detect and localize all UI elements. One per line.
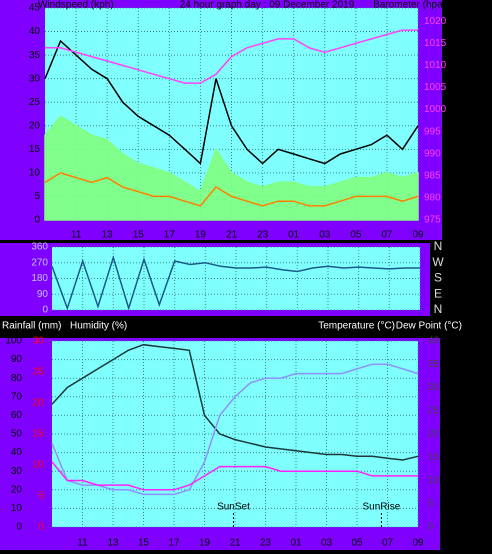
- y2-tick-label: 40: [428, 336, 440, 347]
- x-tick-label: 03: [319, 230, 331, 241]
- series-line: [44, 39, 419, 165]
- x-tick-label: 05: [350, 230, 362, 241]
- y2-tick-label: 5: [428, 498, 434, 509]
- y-tick-label: 0: [16, 522, 22, 533]
- series-line: [44, 172, 419, 207]
- y3-tick-label: 10: [33, 460, 45, 471]
- y2-tick-label: 995: [424, 126, 441, 137]
- y-tick-label: 50: [11, 429, 23, 440]
- y2-tick-label: 15: [428, 452, 440, 463]
- x-tick-label: 19: [195, 230, 207, 241]
- y2-tick-label: N: [434, 239, 443, 253]
- series-line: [51, 363, 419, 496]
- y2-tick-label: 985: [424, 170, 441, 181]
- x-tick-label: 15: [133, 230, 145, 241]
- y2-tick-label: 0: [428, 522, 434, 533]
- axis-label: Humidity (%): [70, 321, 127, 332]
- y2-tick-label: 1015: [424, 38, 447, 49]
- y2-tick-label: 990: [424, 148, 441, 159]
- y3-tick-label: 30: [33, 336, 45, 347]
- x-tick-label: 11: [71, 230, 82, 241]
- y2-tick-label: 1005: [424, 82, 447, 93]
- y-tick-label: 60: [11, 410, 23, 421]
- series-area: [44, 115, 419, 221]
- y3-tick-label: 15: [33, 429, 45, 440]
- x-tick-label: 21: [226, 230, 238, 241]
- y-tick-label: 10: [29, 168, 41, 179]
- annotation: SunSet: [217, 502, 250, 513]
- x-tick-label: 03: [321, 538, 333, 549]
- y2-tick-label: E: [434, 286, 442, 300]
- x-tick-label: 15: [138, 538, 150, 549]
- y-tick-label: 100: [5, 336, 22, 347]
- y2-axis-label: Barometer (hpa): [373, 0, 446, 11]
- axis-label: Rainfall (mm): [2, 321, 61, 332]
- y3-tick-label: 25: [33, 367, 45, 378]
- x-tick-label: 19: [199, 538, 211, 549]
- y-tick-label: 70: [11, 391, 23, 402]
- y-tick-label: 25: [29, 97, 41, 108]
- y2-tick-label: 30: [428, 382, 440, 393]
- y-axis-label: Windspeed (kph): [38, 0, 114, 11]
- y-tick-label: 180: [31, 273, 48, 284]
- y-tick-label: 40: [29, 26, 41, 37]
- series-line: [51, 343, 419, 461]
- y-tick-label: 35: [29, 50, 41, 61]
- x-tick-label: 11: [77, 538, 88, 549]
- x-tick-label: 07: [381, 230, 393, 241]
- y-tick-label: 30: [11, 466, 23, 477]
- y3-tick-label: 20: [33, 398, 45, 409]
- x-tick-label: 23: [260, 538, 272, 549]
- y2-tick-label: 25: [428, 405, 440, 416]
- series-line: [51, 254, 420, 311]
- x-tick-label: 01: [288, 230, 300, 241]
- y-tick-label: 5: [34, 191, 40, 202]
- y-tick-label: 20: [29, 120, 41, 131]
- y-tick-label: 40: [11, 447, 23, 458]
- y2-tick-label: W: [432, 255, 444, 269]
- y2-tick-label: N: [434, 302, 443, 316]
- annotation: SunRise: [362, 502, 400, 513]
- y2-tick-label: 1000: [424, 104, 447, 115]
- y-tick-label: 0: [42, 305, 48, 316]
- x-tick-label: 07: [382, 538, 394, 549]
- y-tick-label: 45: [29, 3, 41, 14]
- y2-tick-label: 1020: [424, 16, 447, 27]
- axis-label: Dew Point (°C): [396, 321, 462, 332]
- y2-tick-label: S: [434, 271, 442, 285]
- y3-tick-label: 5: [38, 491, 44, 502]
- series-line: [51, 461, 418, 491]
- y2-tick-label: 10: [428, 475, 440, 486]
- y2-tick-label: 20: [428, 429, 440, 440]
- x-tick-label: 17: [164, 230, 176, 241]
- x-tick-label: 21: [229, 538, 241, 549]
- y2-tick-label: 980: [424, 193, 441, 204]
- y-tick-label: 0: [34, 215, 40, 226]
- y-tick-label: 10: [11, 503, 23, 514]
- y-tick-label: 360: [31, 242, 48, 253]
- y-tick-label: 15: [29, 144, 41, 155]
- y-tick-label: 80: [11, 373, 23, 384]
- y-tick-label: 30: [29, 73, 41, 84]
- x-tick-label: 23: [257, 230, 269, 241]
- x-tick-label: 13: [107, 538, 119, 549]
- y2-tick-label: 35: [428, 359, 440, 370]
- axis-label: Temperature (°C): [318, 321, 395, 332]
- y-tick-label: 90: [11, 354, 23, 365]
- x-tick-label: 01: [290, 538, 302, 549]
- y3-tick-label: 0: [38, 522, 44, 533]
- series-line: [45, 29, 418, 84]
- y-tick-label: 90: [37, 289, 49, 300]
- x-tick-label: 09: [412, 538, 424, 549]
- x-tick-label: 13: [102, 230, 114, 241]
- y2-tick-label: 1010: [424, 60, 447, 71]
- x-tick-label: 09: [412, 230, 424, 241]
- y-tick-label: 20: [11, 484, 23, 495]
- y-tick-label: 270: [31, 257, 48, 268]
- y2-tick-label: 975: [424, 215, 441, 226]
- x-tick-label: 17: [168, 538, 180, 549]
- chart-title: 24 hour graph day : 09 December 2019: [180, 0, 355, 11]
- x-tick-label: 05: [351, 538, 363, 549]
